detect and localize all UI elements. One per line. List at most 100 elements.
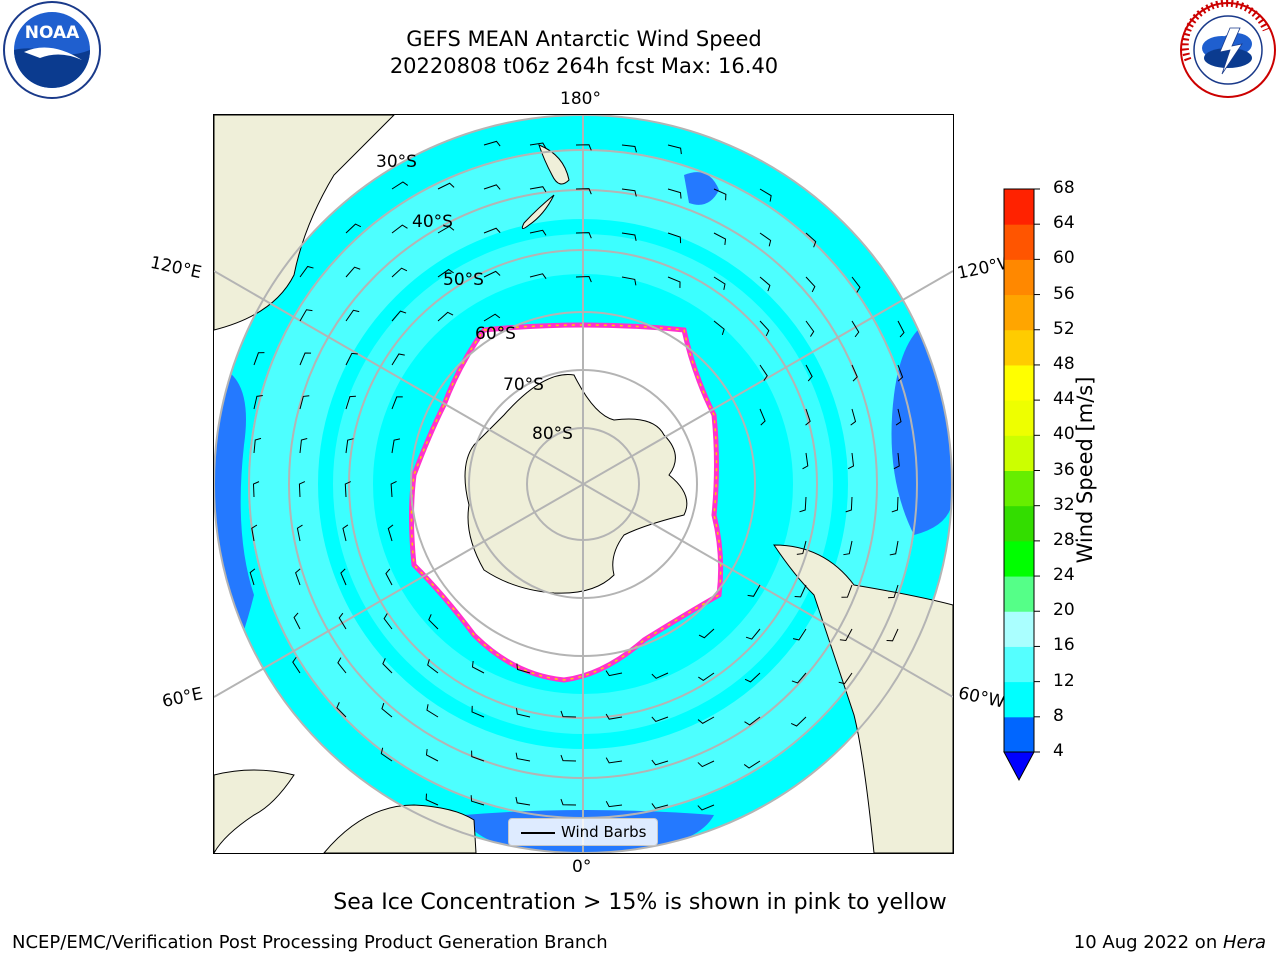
map-frame	[213, 114, 954, 854]
wind-barb	[888, 584, 899, 599]
lon-label-lower-left: 60°E	[160, 683, 205, 713]
colorbar-segment	[1004, 329, 1034, 366]
wind-barb	[437, 182, 455, 190]
colorbar-segment	[1004, 435, 1034, 471]
wind-barb	[391, 267, 408, 278]
wind-barb	[759, 188, 772, 202]
wind-barb	[251, 524, 258, 542]
wind-barb	[560, 798, 577, 806]
wind-barb	[471, 705, 485, 718]
sea-ice-caption: Sea Ice Concentration > 15% is shown in …	[333, 890, 947, 915]
wind-barb	[796, 540, 807, 555]
land-new-zealand-south	[521, 194, 555, 229]
wind-barb	[838, 672, 853, 685]
colorbar-tick-label: 12	[1053, 670, 1075, 691]
wind-barb	[697, 760, 715, 768]
wind-barb	[651, 803, 669, 809]
wind-barb	[575, 276, 592, 283]
wind-barb	[575, 188, 592, 195]
wind-barb	[621, 232, 637, 241]
colorbar-segment	[1004, 364, 1034, 401]
lon-label-lower-right: 60°W	[956, 683, 1007, 713]
wind-barb	[382, 658, 393, 674]
wind-barb	[850, 408, 857, 426]
colorbar-tick-label: 68	[1053, 178, 1075, 198]
wind-barb	[391, 396, 403, 410]
wind-barb	[697, 804, 715, 811]
wind-barb	[483, 140, 501, 147]
wind-barb	[745, 628, 761, 640]
wind-barb	[345, 352, 358, 366]
wind-barb	[747, 584, 761, 597]
wind-barb	[851, 276, 861, 293]
wind-barb	[805, 364, 813, 382]
wind-barb	[886, 628, 899, 642]
wind-barb	[575, 232, 592, 239]
wind-barb	[470, 795, 485, 806]
wind-barb	[697, 716, 715, 724]
wind-barb	[605, 757, 623, 764]
lon-label-top: 180°	[560, 89, 601, 109]
wind-barb	[425, 748, 439, 762]
colorbar-tick-label: 52	[1053, 318, 1075, 339]
wind-barb	[299, 395, 310, 410]
wind-barb	[605, 670, 623, 677]
wind-barb	[471, 660, 485, 674]
wind-barb	[759, 408, 766, 426]
wind-barb	[515, 796, 531, 806]
wind-barb	[425, 793, 439, 806]
wind-barb	[759, 320, 770, 337]
wind-barb	[651, 759, 669, 766]
wind-barb	[845, 496, 853, 513]
wind-barb	[299, 352, 312, 366]
colorbar-tick-label: 44	[1053, 389, 1075, 410]
wind-barb	[426, 704, 439, 718]
wind-barb	[791, 672, 807, 684]
colorbar-segment	[1004, 681, 1034, 718]
wind-barb	[889, 540, 899, 556]
wind-barb	[437, 268, 454, 278]
wind-barb	[744, 716, 761, 726]
wind-barb	[667, 188, 682, 199]
land-new-zealand-north	[538, 144, 570, 185]
colorbar-segment	[1004, 400, 1034, 436]
wind-barb	[713, 320, 725, 336]
wind-barb	[344, 481, 351, 498]
wind-barb	[805, 408, 811, 426]
wind-barb	[794, 584, 807, 598]
lat-label-30: 30°S	[376, 152, 417, 172]
wind-barb	[651, 716, 669, 723]
colorbar-segment	[1004, 294, 1034, 331]
wind-barb	[560, 710, 577, 718]
wind-barb	[621, 276, 637, 286]
wind-barbs	[249, 140, 905, 811]
colorbar-segment	[1004, 576, 1034, 612]
wind-barb	[744, 672, 761, 683]
wind-barb	[805, 320, 815, 337]
wind-barb	[252, 481, 260, 498]
wind-barb	[759, 232, 772, 247]
wind-barb	[790, 716, 807, 727]
legend-line-symbol	[521, 832, 555, 834]
wind-barb	[483, 227, 501, 234]
footer-host: Hera	[1222, 932, 1266, 953]
map-canvas	[214, 115, 953, 853]
wind-barb	[529, 186, 547, 193]
wind-barb	[391, 353, 405, 366]
wind-barb	[298, 481, 306, 498]
wind-barb	[891, 496, 899, 513]
colorbar-segment	[1004, 470, 1034, 507]
wind-barb	[345, 395, 356, 410]
wind-barb	[342, 524, 349, 542]
lon-label-bottom: 0°	[572, 857, 592, 877]
colorbar-segment	[1004, 259, 1034, 296]
wind-barb	[390, 481, 397, 498]
wind-barb	[515, 752, 531, 762]
lon-label-upper-left: 120°E	[148, 252, 204, 284]
wind-barb	[529, 273, 547, 279]
wind-barb	[805, 232, 817, 248]
wind-barb	[340, 568, 347, 586]
wind-barb	[296, 524, 303, 542]
wind-barb	[483, 184, 501, 190]
wind-barb	[759, 364, 768, 381]
